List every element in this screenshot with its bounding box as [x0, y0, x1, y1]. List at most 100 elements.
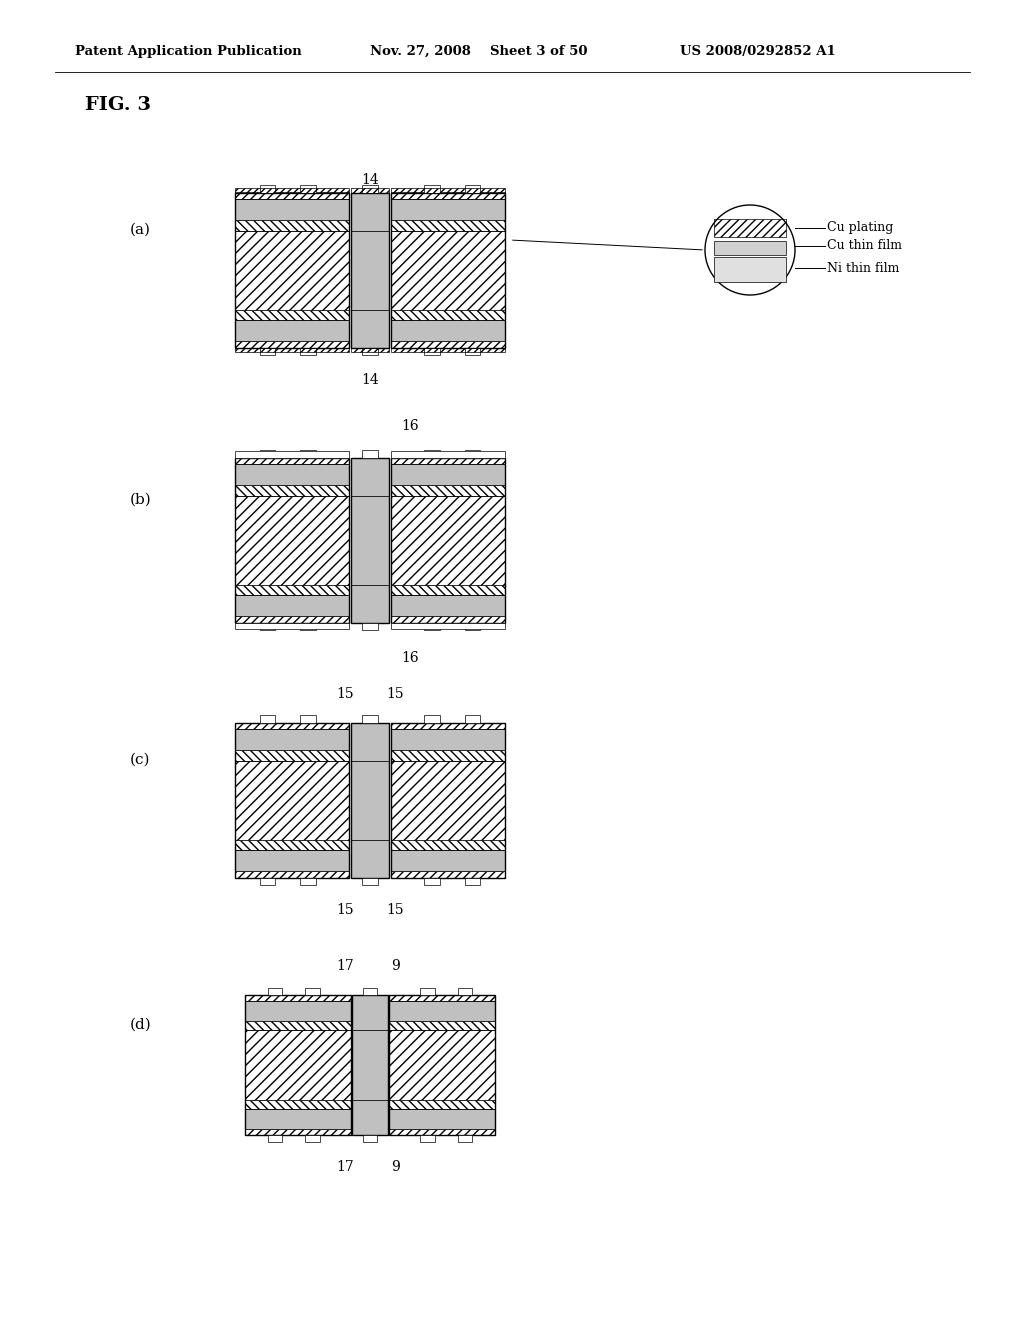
Bar	[351, 347, 389, 352]
Bar	[391, 450, 505, 458]
Text: 17: 17	[336, 960, 354, 973]
Bar	[391, 193, 505, 199]
Bar	[465, 185, 480, 193]
Bar	[391, 760, 505, 840]
Bar	[465, 347, 480, 355]
Text: FIG. 3: FIG. 3	[85, 96, 151, 114]
Bar	[465, 715, 480, 722]
Bar	[391, 231, 505, 309]
Bar	[391, 199, 505, 220]
Text: Cu plating: Cu plating	[827, 220, 893, 234]
Bar	[260, 450, 275, 458]
Text: (d): (d)	[130, 1018, 152, 1032]
Bar	[362, 987, 377, 995]
Bar	[351, 309, 389, 347]
Bar	[245, 1100, 350, 1110]
Text: 16: 16	[401, 651, 419, 664]
Bar	[389, 1110, 495, 1129]
Bar	[351, 458, 389, 495]
Bar	[236, 193, 349, 347]
Bar	[425, 347, 439, 355]
Bar	[391, 484, 505, 495]
Bar	[260, 623, 275, 630]
Bar	[245, 1001, 350, 1020]
Bar	[391, 585, 505, 595]
Bar	[352, 995, 388, 1135]
Bar	[465, 623, 480, 630]
Text: Cu thin film: Cu thin film	[827, 239, 902, 252]
Text: 14: 14	[361, 372, 379, 387]
Bar	[389, 1129, 495, 1135]
Text: 9: 9	[390, 960, 399, 973]
Bar	[391, 347, 505, 352]
Bar	[351, 495, 389, 585]
Bar	[421, 1135, 434, 1142]
Bar	[362, 185, 378, 193]
Bar	[362, 450, 378, 458]
Text: 9: 9	[390, 1160, 399, 1173]
Bar	[245, 995, 350, 1135]
Bar	[236, 347, 349, 352]
Bar	[245, 1110, 350, 1129]
Bar	[245, 1129, 350, 1135]
Bar	[245, 1020, 350, 1030]
Bar	[236, 595, 349, 616]
Bar	[300, 715, 315, 722]
Bar	[260, 347, 275, 355]
Bar	[351, 458, 389, 623]
Text: 15: 15	[336, 903, 354, 916]
Bar	[352, 1100, 388, 1135]
Bar	[236, 722, 349, 878]
Bar	[391, 729, 505, 750]
Bar	[236, 729, 349, 750]
Bar	[362, 1135, 377, 1142]
Bar	[425, 623, 439, 630]
Bar	[362, 715, 378, 722]
Bar	[351, 193, 389, 231]
Bar	[362, 878, 378, 886]
Bar	[389, 1030, 495, 1100]
Bar	[391, 341, 505, 347]
Bar	[425, 715, 439, 722]
Bar	[391, 458, 505, 623]
Bar	[391, 465, 505, 484]
Bar	[351, 187, 389, 193]
Bar	[465, 450, 480, 458]
Bar	[236, 231, 349, 309]
Bar	[236, 450, 349, 458]
Bar	[236, 585, 349, 595]
Bar	[391, 220, 505, 231]
Bar	[714, 257, 786, 281]
Bar	[391, 319, 505, 341]
Bar	[389, 995, 495, 1001]
Bar	[391, 750, 505, 760]
Bar	[300, 450, 315, 458]
Bar	[236, 750, 349, 760]
Bar	[300, 347, 315, 355]
Bar	[425, 185, 439, 193]
Bar	[236, 220, 349, 231]
Bar	[300, 623, 315, 630]
Bar	[236, 495, 349, 585]
Bar	[351, 722, 389, 878]
Bar	[391, 309, 505, 319]
Bar	[391, 722, 505, 878]
Bar	[714, 242, 786, 255]
Bar	[458, 1135, 472, 1142]
Bar	[300, 878, 315, 886]
Bar	[236, 623, 349, 630]
Bar	[389, 1100, 495, 1110]
Bar	[236, 760, 349, 840]
Bar	[362, 623, 378, 630]
Bar	[236, 199, 349, 220]
Bar	[425, 878, 439, 886]
Bar	[352, 995, 388, 1030]
Bar	[389, 995, 495, 1135]
Text: Ni thin film: Ni thin film	[827, 261, 899, 275]
Text: 15: 15	[336, 686, 354, 701]
Bar	[305, 1135, 319, 1142]
Bar	[391, 840, 505, 850]
Bar	[425, 450, 439, 458]
Bar	[236, 309, 349, 319]
Text: Nov. 27, 2008: Nov. 27, 2008	[370, 45, 471, 58]
